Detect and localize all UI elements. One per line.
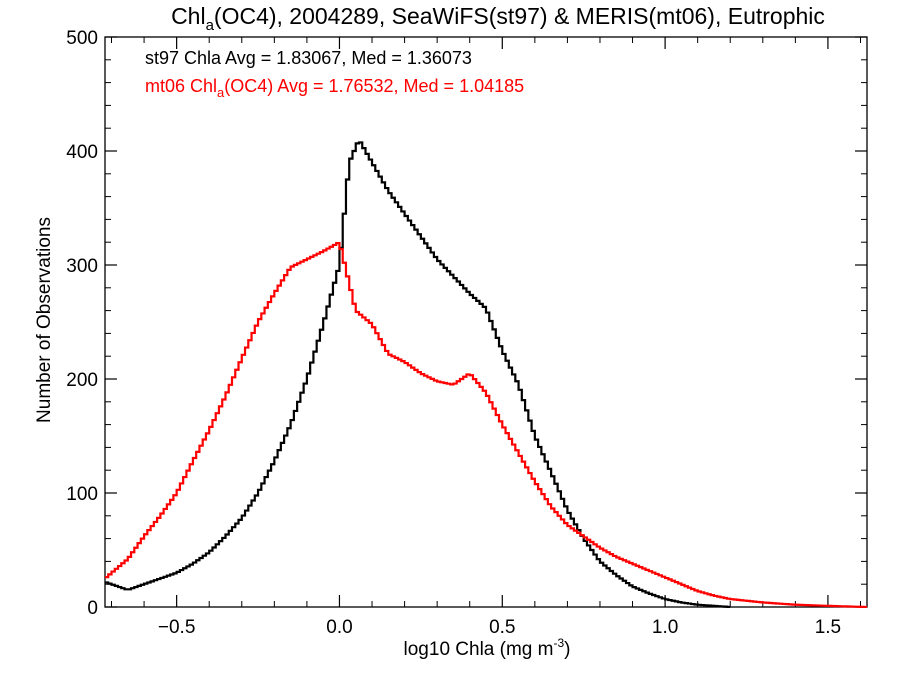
x-axis-label-base: log10 Chla (mg m — [404, 639, 554, 660]
annotation-mt06-rest: (OC4) Avg = 1.76532, Med = 1.04185 — [224, 76, 524, 96]
x-axis-ticks — [111, 37, 861, 607]
chart-title-rest: (OC4), 2004289, SeaWiFS(st97) & MERIS(mt… — [214, 3, 825, 29]
chart-title: Chla(OC4), 2004289, SeaWiFS(st97) & MERI… — [171, 3, 825, 34]
x-tick-label: 1.5 — [815, 617, 841, 638]
x-axis-tick-labels: −0.5 0.0 0.5 1.0 1.5 — [158, 617, 841, 638]
series-mt06-line — [105, 242, 867, 609]
y-tick-label: 0 — [87, 598, 98, 619]
y-tick-label: 400 — [66, 142, 98, 163]
annotation-st97-text: st97 Chla Avg = 1.83067, Med = 1.36073 — [145, 48, 472, 68]
y-axis-ticks — [105, 36, 867, 608]
annotation-mt06: mt06 Chla(OC4) Avg = 1.76532, Med = 1.04… — [145, 76, 524, 100]
y-axis-tick-labels: 0 100 200 300 400 500 — [66, 28, 98, 619]
annotation-mt06-base: mt06 Chl — [145, 76, 217, 96]
x-axis-label: log10 Chla (mg m-3) — [404, 636, 571, 660]
x-tick-label: −0.5 — [158, 617, 196, 638]
annotation-mt06-subscript: a — [217, 85, 225, 100]
y-tick-label: 100 — [66, 484, 98, 505]
y-tick-label: 200 — [66, 370, 98, 391]
x-axis-label-close: ) — [564, 639, 570, 660]
series-st97-line — [105, 141, 731, 608]
annotation-st97: st97 Chla Avg = 1.83067, Med = 1.36073 — [145, 48, 472, 68]
series-layer — [105, 141, 867, 609]
plot-frame — [104, 36, 868, 608]
y-tick-label: 500 — [66, 28, 98, 49]
x-axis-label-superscript: -3 — [553, 636, 564, 650]
x-tick-label: 1.0 — [652, 617, 678, 638]
y-tick-label: 300 — [66, 256, 98, 277]
chart-title-subscript: a — [206, 17, 215, 34]
chart-title-base: Chl — [171, 3, 206, 29]
x-tick-label: 0.5 — [489, 617, 515, 638]
x-tick-label: 0.0 — [326, 617, 352, 638]
y-axis-label: Number of Observations — [34, 217, 55, 423]
